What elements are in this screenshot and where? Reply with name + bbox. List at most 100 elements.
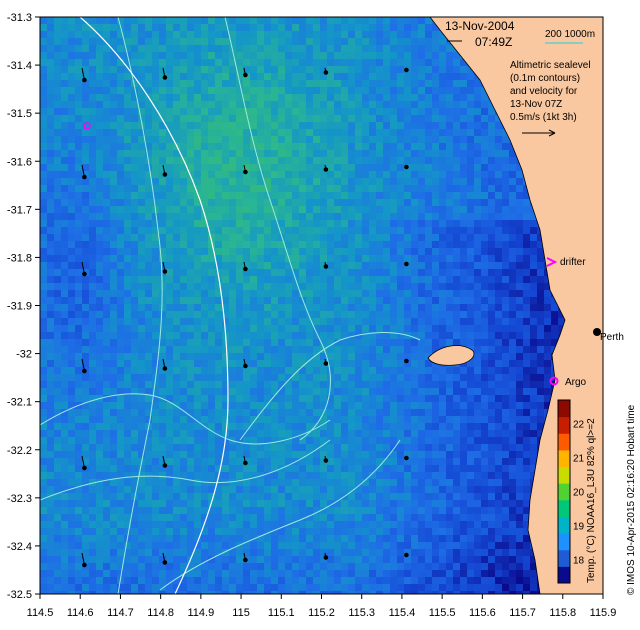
sst-cell xyxy=(40,290,48,298)
sst-cell xyxy=(131,52,139,60)
sst-cell xyxy=(229,388,237,396)
sst-cell xyxy=(299,430,307,438)
sst-cell xyxy=(404,45,412,53)
sst-cell xyxy=(257,437,265,445)
sst-cell xyxy=(271,45,279,53)
sst-cell xyxy=(152,94,160,102)
sst-cell xyxy=(201,164,209,172)
sst-cell xyxy=(285,234,293,242)
sst-cell xyxy=(369,304,377,312)
sst-cell xyxy=(271,80,279,88)
sst-cell xyxy=(418,185,426,193)
sst-cell xyxy=(243,150,251,158)
sst-cell xyxy=(131,213,139,221)
sst-cell xyxy=(68,388,76,396)
sst-cell xyxy=(103,80,111,88)
sst-cell xyxy=(54,402,62,410)
sst-cell xyxy=(61,388,69,396)
sst-cell xyxy=(341,108,349,116)
sst-cell xyxy=(334,234,342,242)
sst-cell xyxy=(390,171,398,179)
sst-cell xyxy=(292,262,300,270)
sst-cell xyxy=(327,150,335,158)
sst-cell xyxy=(481,318,489,326)
sst-cell xyxy=(404,318,412,326)
sst-cell xyxy=(110,164,118,172)
sst-cell xyxy=(173,73,181,81)
sst-cell xyxy=(124,122,132,130)
sst-cell xyxy=(68,38,76,46)
sst-cell xyxy=(285,353,293,361)
sst-cell xyxy=(355,45,363,53)
sst-cell xyxy=(509,227,517,235)
sst-cell xyxy=(131,143,139,151)
sst-cell xyxy=(124,136,132,144)
sst-cell xyxy=(306,297,314,305)
sst-cell xyxy=(264,52,272,60)
sst-cell xyxy=(201,332,209,340)
sst-cell xyxy=(390,444,398,452)
sst-cell xyxy=(110,255,118,263)
sst-cell xyxy=(264,199,272,207)
sst-cell xyxy=(306,318,314,326)
sst-cell xyxy=(215,45,223,53)
sst-cell xyxy=(369,339,377,347)
sst-cell xyxy=(264,318,272,326)
sst-cell xyxy=(243,325,251,333)
sst-cell xyxy=(383,45,391,53)
sst-cell xyxy=(292,409,300,417)
sst-cell xyxy=(180,297,188,305)
sst-cell xyxy=(488,332,496,340)
sst-cell xyxy=(222,395,230,403)
sst-cell xyxy=(355,122,363,130)
sst-cell xyxy=(460,66,468,74)
sst-cell xyxy=(474,220,482,228)
sst-cell xyxy=(278,17,286,25)
sst-cell xyxy=(299,255,307,263)
sst-cell xyxy=(47,24,55,32)
sst-cell xyxy=(348,115,356,123)
sst-cell xyxy=(89,248,97,256)
sst-cell xyxy=(509,374,517,382)
sst-cell xyxy=(467,80,475,88)
sst-cell xyxy=(544,290,552,298)
sst-cell xyxy=(432,157,440,165)
sst-cell xyxy=(453,430,461,438)
sst-cell xyxy=(313,318,321,326)
sst-cell xyxy=(502,220,510,228)
sst-cell xyxy=(383,304,391,312)
sst-cell xyxy=(243,87,251,95)
sst-cell xyxy=(173,66,181,74)
sst-cell xyxy=(222,59,230,67)
sst-cell xyxy=(327,395,335,403)
sst-cell xyxy=(159,122,167,130)
sst-cell xyxy=(516,381,524,389)
sst-cell xyxy=(264,220,272,228)
sst-cell xyxy=(544,374,552,382)
sst-cell xyxy=(96,129,104,137)
sst-cell xyxy=(271,17,279,25)
sst-cell xyxy=(131,262,139,270)
sst-cell xyxy=(243,136,251,144)
sst-cell xyxy=(222,409,230,417)
sst-cell xyxy=(250,171,258,179)
sst-cell xyxy=(264,185,272,193)
sst-cell xyxy=(229,346,237,354)
sst-cell xyxy=(278,150,286,158)
sst-cell xyxy=(208,171,216,179)
sst-cell xyxy=(229,80,237,88)
sst-cell xyxy=(47,416,55,424)
sst-cell xyxy=(502,381,510,389)
sst-cell xyxy=(278,255,286,263)
sst-cell xyxy=(131,66,139,74)
sst-cell xyxy=(474,381,482,389)
sst-cell xyxy=(327,38,335,46)
sst-cell xyxy=(187,381,195,389)
sst-cell xyxy=(173,150,181,158)
sst-cell xyxy=(334,171,342,179)
sst-cell xyxy=(404,283,412,291)
sst-cell xyxy=(187,45,195,53)
sst-cell xyxy=(180,290,188,298)
sst-cell xyxy=(257,45,265,53)
sst-cell xyxy=(355,192,363,200)
